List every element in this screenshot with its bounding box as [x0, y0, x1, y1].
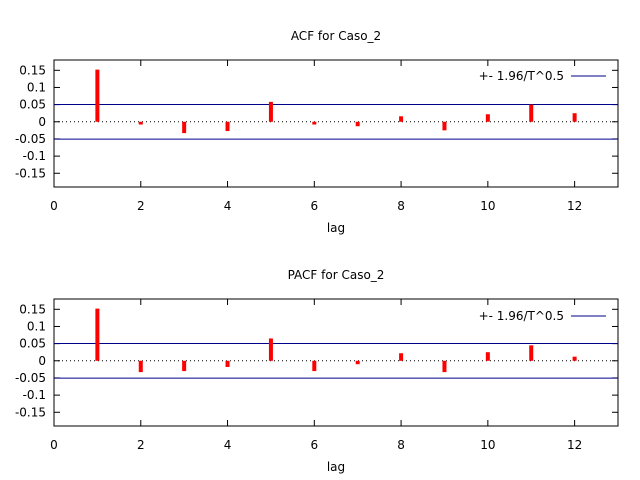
pacf-bar-lag-10 [485, 352, 490, 361]
pacf-bar-lag-1 [95, 308, 100, 361]
acf-x-tick-label: 6 [310, 199, 318, 213]
acf-bar-lag-2 [138, 121, 143, 125]
acf-x-axis-label: lag [327, 221, 345, 235]
pacf-y-tick-label: 0.05 [19, 337, 46, 351]
acf-x-tick-label: 8 [397, 199, 405, 213]
acf-bar-lag-7 [355, 121, 360, 127]
acf-x-tick-label: 0 [50, 199, 58, 213]
pacf-x-tick-label: 6 [310, 438, 318, 452]
acf-chart-title: ACF for Caso_2 [291, 29, 381, 43]
pacf-x-tick-label: 4 [224, 438, 232, 452]
acf-bar-lag-8 [399, 116, 404, 122]
acf-x-tick-label: 10 [480, 199, 495, 213]
pacf-plot-frame [53, 298, 619, 427]
acf-bar-lag-1 [95, 69, 100, 122]
acf-y-tick-label: 0.05 [19, 98, 46, 112]
acf-y-tick-label: 0.15 [19, 63, 46, 77]
pacf-x-tick-label: 0 [50, 438, 58, 452]
pacf-bar-lag-3 [182, 360, 187, 372]
acf-x-tick-label: 2 [137, 199, 145, 213]
acf-bar-lag-3 [182, 121, 187, 134]
pacf-y-tick-label: -0.15 [15, 405, 46, 419]
acf-x-tick-label: 4 [224, 199, 232, 213]
pacf-x-tick-label: 12 [567, 438, 582, 452]
pacf-bar-lag-5 [268, 338, 273, 361]
pacf-chart-title: PACF for Caso_2 [288, 268, 385, 282]
pacf-y-tick-label: -0.05 [15, 371, 46, 385]
acf-y-tick-label: -0.15 [15, 166, 46, 180]
acf-bar-lag-6 [312, 121, 317, 125]
pacf-y-tick-label: 0 [38, 354, 46, 368]
pacf-y-tick-label: 0.15 [19, 302, 46, 316]
acf-y-tick-label: -0.1 [23, 149, 46, 163]
acf-bar-lag-11 [529, 104, 534, 122]
pacf-legend-label: +- 1.96/T^0.5 [479, 309, 564, 323]
pacf-bar-lag-9 [442, 360, 447, 373]
acf-y-tick-label: -0.05 [15, 132, 46, 146]
acf-x-tick-label: 12 [567, 199, 582, 213]
pacf-x-tick-label: 8 [397, 438, 405, 452]
acf-bar-lag-5 [268, 101, 273, 122]
pacf-bar-lag-11 [529, 345, 534, 361]
pacf-bar-lag-12 [572, 356, 577, 361]
pacf-x-tick-label: 10 [480, 438, 495, 452]
pacf-bar-lag-4 [225, 360, 230, 367]
pacf-bar-lag-6 [312, 360, 317, 372]
acf-legend-label: +- 1.96/T^0.5 [479, 69, 564, 83]
acf-bar-lag-12 [572, 113, 577, 122]
pacf-bar-lag-2 [138, 360, 143, 373]
acf-bar-lag-9 [442, 121, 447, 131]
pacf-bar-lag-7 [355, 360, 360, 365]
pacf-y-tick-label: 0.1 [27, 319, 46, 333]
pacf-bar-lag-8 [399, 353, 404, 361]
pacf-x-tick-label: 2 [137, 438, 145, 452]
pacf-x-axis-label: lag [327, 460, 345, 474]
acf-y-tick-label: 0 [38, 115, 46, 129]
acf-plot-frame [53, 59, 619, 188]
acf-y-tick-label: 0.1 [27, 80, 46, 94]
acf-bar-lag-10 [485, 114, 490, 122]
acf-bar-lag-4 [225, 121, 230, 132]
pacf-y-tick-label: -0.1 [23, 388, 46, 402]
